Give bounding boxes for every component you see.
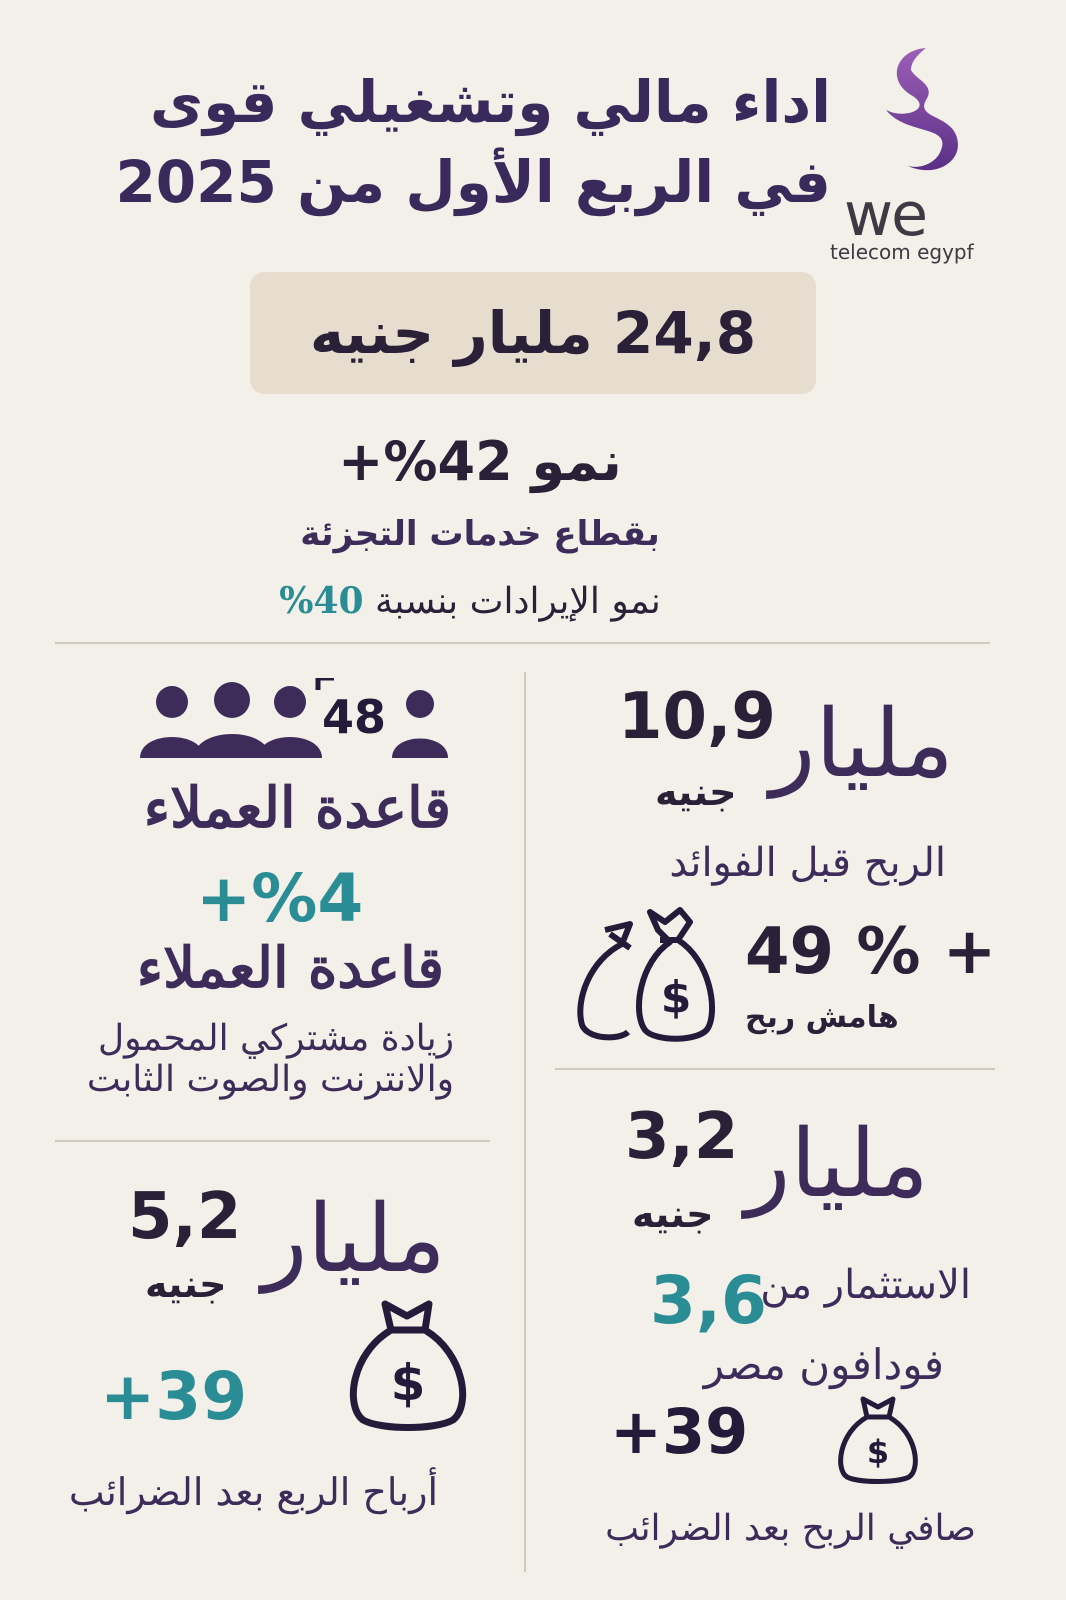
ebitda-margin-value: 49 % +	[745, 915, 997, 989]
customers-title-2: قاعدة العملاء	[136, 935, 444, 1001]
divider-vertical	[524, 672, 526, 1572]
divider-top	[55, 642, 990, 644]
net-profit-number: 5,2	[128, 1180, 242, 1254]
we-logo-icon	[886, 48, 958, 171]
ebitda-margin-label: هامش ربح	[745, 1000, 899, 1035]
money-bags-icon: $	[577, 907, 716, 1042]
logo-wordmark: we	[844, 180, 928, 250]
retail-growth-headline: نمو 42%+	[338, 430, 622, 493]
we-logo: we telecom egypf	[830, 40, 976, 270]
customers-desc: زيادة مشتركي المحمول والانترنت والصوت ال…	[87, 1018, 454, 1100]
ebitda-milyar: مليار	[770, 690, 954, 799]
revenue-growth-value: 40%	[279, 580, 364, 622]
net-profit-label: أرباح الربع بعد الضرائب	[68, 1470, 438, 1514]
money-bag-icon-large: $	[349, 1300, 467, 1431]
customers-desc-line-1: زيادة مشتركي المحمول	[97, 1018, 454, 1059]
customers-desc-line-2: والانترنت والصوت الثابت	[86, 1059, 454, 1100]
svg-text:$: $	[391, 1354, 426, 1412]
vodafone-value: 3,6	[650, 1262, 767, 1339]
money-bag-icon: $	[838, 1396, 918, 1484]
net-profit-milyar: مليار	[262, 1185, 446, 1294]
vodafone-number: 3,2	[625, 1100, 739, 1174]
svg-text:$: $	[661, 972, 692, 1023]
customers-growth: +%4	[196, 860, 364, 937]
net-profit-growth: +39	[100, 1358, 248, 1435]
vodafone-net-label: صافي الربح بعد الضرائب	[605, 1508, 976, 1549]
ebitda-label: الربح قبل الفوائد	[669, 840, 946, 886]
vodafone-label-a: الاستثمار من	[760, 1262, 971, 1308]
customers-title: قاعدة العملاء	[143, 775, 451, 841]
vodafone-junayh: جنيه	[632, 1192, 714, 1236]
ebitda-number: 10,9	[618, 680, 776, 754]
logo-subtext: telecom egypf	[830, 240, 974, 264]
revenue-box: 24,8 مليار جنيه	[250, 272, 816, 394]
revenue-growth-text: نمو الإيرادات بنسبة	[374, 581, 661, 622]
vodafone-label-b: فودافون مصر	[703, 1340, 944, 1389]
people-group-icon	[140, 678, 448, 758]
revenue-growth-line: نمو الإيرادات بنسبة 40%	[220, 580, 720, 622]
revenue-value: 24,8 مليار جنيه	[309, 299, 757, 367]
page-title: اداء مالي وتشغيلي قوى في الربع الأول من …	[71, 62, 831, 222]
title-line-2: في الربع الأول من 2025	[115, 148, 831, 216]
customers-number: 48	[322, 690, 387, 744]
vodafone-milyar: مليار	[745, 1110, 929, 1219]
net-profit-junayh: جنيه	[145, 1262, 227, 1306]
ebitda-margin: 49 % +	[745, 915, 996, 989]
ebitda-junayh: جنيه	[655, 770, 737, 814]
svg-text:$: $	[867, 1433, 889, 1471]
title-line-1: اداء مالي وتشغيلي قوى	[149, 68, 831, 136]
divider-left-mid	[55, 1140, 490, 1142]
divider-right-mid	[555, 1068, 995, 1070]
retail-segment-label: بقطاع خدمات التجزئة	[300, 514, 660, 554]
vodafone-growth: +39	[610, 1395, 749, 1468]
